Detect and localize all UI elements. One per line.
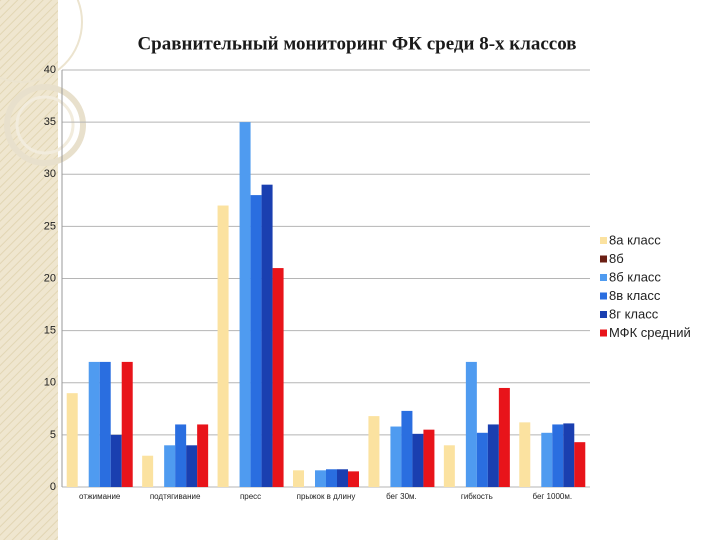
- bar: [390, 426, 402, 487]
- bar: [498, 387, 510, 487]
- bar: [348, 471, 359, 487]
- y-tick-label: 40: [44, 64, 56, 76]
- bar: [476, 432, 488, 487]
- legend-label: 8б: [609, 251, 624, 266]
- decor-circle: [0, 0, 83, 83]
- x-tick-label: прыжок в длину: [297, 492, 356, 501]
- bar: [142, 455, 154, 487]
- decor-circle: [15, 95, 75, 155]
- bar: [465, 361, 477, 487]
- bar: [110, 434, 122, 487]
- bar: [66, 393, 78, 487]
- legend-label: 8в класс: [609, 288, 661, 303]
- x-tick-label: гибкость: [461, 492, 493, 501]
- y-tick-label: 15: [44, 325, 56, 337]
- bar: [293, 470, 304, 487]
- y-tick-label: 0: [50, 481, 56, 493]
- bar: [250, 195, 262, 487]
- bar: [563, 423, 575, 487]
- bar: [552, 424, 564, 487]
- chart-title: Сравнительный мониторинг ФК среди 8-х кл…: [137, 33, 576, 54]
- legend-label: 8б класс: [609, 269, 661, 284]
- legend-swatch: [600, 274, 607, 281]
- bar: [164, 445, 176, 487]
- bar: [239, 122, 251, 487]
- y-tick-label: 25: [44, 220, 56, 232]
- y-tick-label: 30: [44, 168, 56, 180]
- legend-swatch: [600, 311, 607, 318]
- bar: [261, 184, 273, 488]
- bar: [541, 432, 553, 487]
- x-tick-label: бег 1000м.: [532, 492, 572, 501]
- bar: [315, 470, 326, 487]
- x-tick-label: подтягивание: [150, 492, 201, 501]
- legend-label: 8а класс: [609, 232, 661, 247]
- bar: [487, 424, 499, 487]
- legend-swatch: [600, 329, 607, 337]
- x-tick-label: бег 30м.: [386, 492, 417, 501]
- bar: [272, 268, 284, 487]
- bar: [368, 416, 380, 487]
- bar: [401, 410, 413, 487]
- bar: [412, 433, 424, 487]
- bar: [99, 361, 111, 487]
- bar: [217, 205, 229, 487]
- y-tick-label: 5: [50, 429, 56, 441]
- bar: [121, 361, 133, 487]
- bar: [175, 424, 187, 487]
- y-tick-label: 10: [44, 377, 56, 389]
- bar: [519, 422, 531, 487]
- x-tick-label: отжимание: [79, 492, 121, 501]
- bar: [337, 469, 348, 487]
- decor-circle: [4, 84, 86, 166]
- bar: [423, 429, 435, 487]
- legend-label: МФК средний: [609, 325, 691, 340]
- legend-label: 8г класс: [609, 306, 659, 321]
- bar: [197, 424, 209, 487]
- y-tick-label: 20: [44, 272, 56, 284]
- x-tick-label: пресс: [240, 492, 261, 501]
- bar: [326, 469, 337, 487]
- bar: [88, 361, 100, 487]
- bar: [574, 442, 586, 487]
- y-tick-label: 35: [44, 116, 56, 128]
- legend-swatch: [600, 255, 607, 263]
- bar: [443, 445, 455, 487]
- legend-swatch: [600, 292, 607, 300]
- legend-swatch: [600, 237, 607, 244]
- bar: [186, 445, 198, 487]
